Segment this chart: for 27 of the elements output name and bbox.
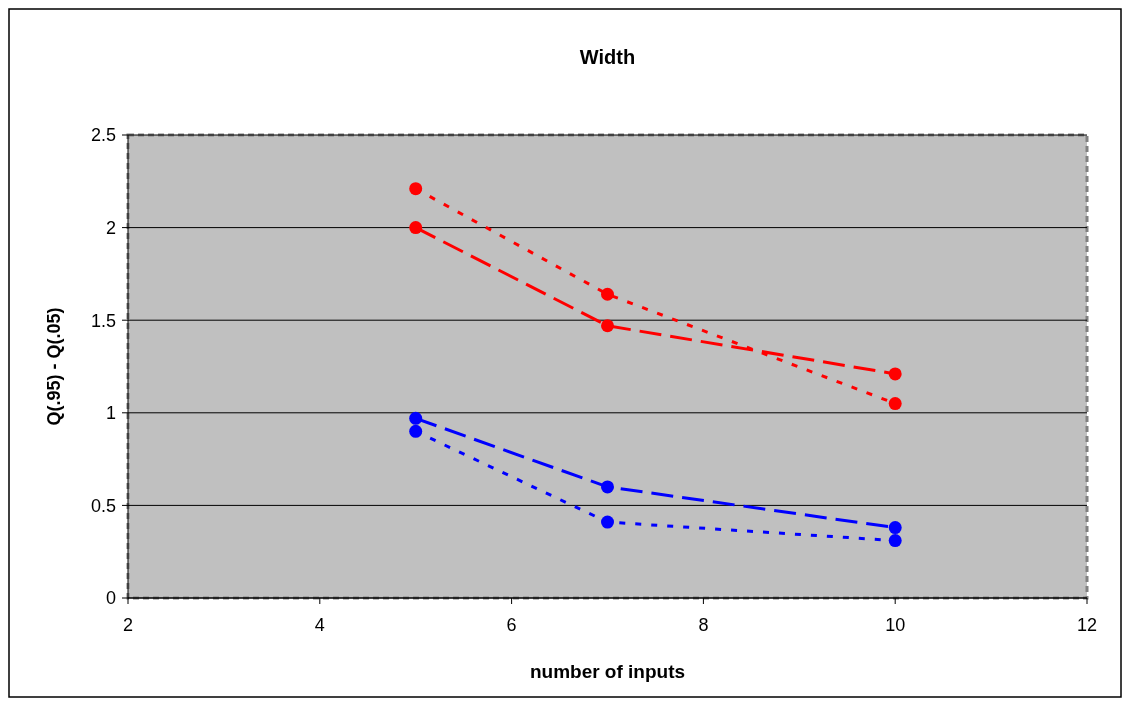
point [409,424,423,438]
point [409,411,423,425]
x-tick-label: 8 [698,615,709,635]
point [888,367,902,381]
point [888,534,902,548]
y-tick-label: 1.5 [90,310,116,331]
y-tick-label: 0 [105,588,116,609]
point [601,287,614,301]
x-tick-label: 6 [506,615,517,635]
y-tick-label: 2.5 [90,125,116,146]
x-tick-label: 4 [314,615,325,635]
point [601,515,614,529]
y-tick-label: 1 [105,403,116,424]
point [409,221,423,235]
point [601,319,614,333]
point [888,521,902,535]
y-tick-label: 0.5 [90,495,116,516]
y-axis-title: Q(.95) - Q(.05) [44,307,64,426]
point [888,397,902,411]
x-tick-label: 10 [885,615,906,635]
chart-title: Width [579,46,636,68]
x-tick-label: 2 [122,615,134,635]
y-tick-label: 2 [105,217,116,238]
point [601,480,614,494]
point [409,182,423,196]
x-tick-label: 12 [1076,615,1098,635]
x-axis-title: number of inputs [529,661,686,682]
